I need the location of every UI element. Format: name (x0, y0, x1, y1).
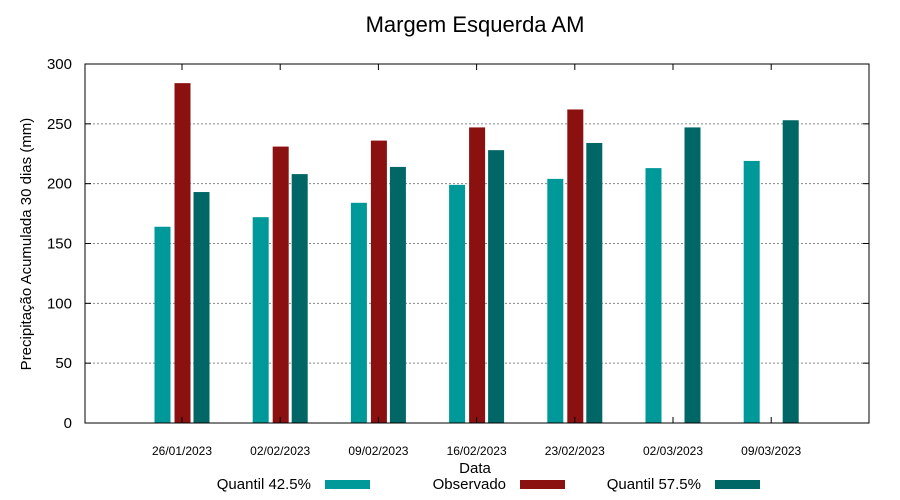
bar-observado-0 (174, 83, 191, 423)
y-tick-label: 300 (47, 56, 72, 73)
x-tick-label: 09/03/2023 (741, 444, 801, 458)
legend: Quantil 42.5% Observado Quantil 57.5% (217, 476, 760, 493)
bar-quantil-42-5--1 (252, 217, 269, 423)
legend-item: Quantil 42.5% (217, 476, 370, 493)
y-axis: 0 50 100 150 200 250 300 (47, 56, 869, 432)
legend-item: Quantil 57.5% (607, 476, 760, 493)
bars-layer (154, 83, 799, 424)
x-axis-label: Data (459, 460, 491, 477)
legend-swatch (520, 480, 565, 489)
y-tick-label: 0 (64, 415, 72, 432)
bar-quantil-42-5--5 (645, 168, 662, 423)
bar-observado-4 (567, 109, 584, 424)
y-tick-label: 100 (47, 295, 72, 312)
bar-observado-2 (370, 140, 387, 423)
y-axis-label: Precipitação Acumulada 30 dias (mm) (18, 118, 35, 371)
bar-quantil-42-5--0 (154, 226, 171, 423)
legend-label: Quantil 57.5% (607, 476, 701, 493)
x-tick-label: 02/02/2023 (250, 444, 310, 458)
bar-observado-3 (469, 127, 486, 423)
legend-label: Observado (433, 476, 506, 493)
x-tick-label: 26/01/2023 (152, 444, 212, 458)
bar-quantil-57-5--2 (389, 166, 406, 423)
bar-quantil-57-5--3 (488, 150, 505, 423)
bar-quantil-42-5--4 (547, 178, 564, 423)
bar-quantil-57-5--0 (193, 192, 210, 423)
bar-quantil-42-5--2 (350, 202, 367, 423)
legend-item: Observado (433, 476, 565, 493)
y-tick-label: 50 (55, 355, 72, 372)
legend-label: Quantil 42.5% (217, 476, 311, 493)
bar-quantil-57-5--4 (586, 142, 603, 424)
legend-swatch (325, 480, 370, 489)
legend-swatch (715, 480, 760, 489)
bar-observado-1 (272, 146, 289, 423)
y-tick-label: 200 (47, 176, 72, 193)
bar-quantil-57-5--1 (291, 174, 308, 423)
x-tick-label: 09/02/2023 (348, 444, 408, 458)
x-axis: 26/01/2023 02/02/2023 09/02/2023 16/02/2023… (152, 64, 802, 458)
y-tick-label: 150 (47, 236, 72, 253)
bar-quantil-57-5--5 (684, 127, 701, 423)
bar-quantil-57-5--6 (782, 120, 799, 423)
y-tick-label: 250 (47, 116, 72, 133)
x-tick-label: 16/02/2023 (447, 444, 507, 458)
x-tick-label: 02/03/2023 (643, 444, 703, 458)
chart-title: Margem Esquerda AM (366, 12, 585, 37)
x-tick-label: 23/02/2023 (545, 444, 605, 458)
bar-quantil-42-5--6 (743, 160, 760, 423)
bar-quantil-42-5--3 (449, 184, 466, 423)
